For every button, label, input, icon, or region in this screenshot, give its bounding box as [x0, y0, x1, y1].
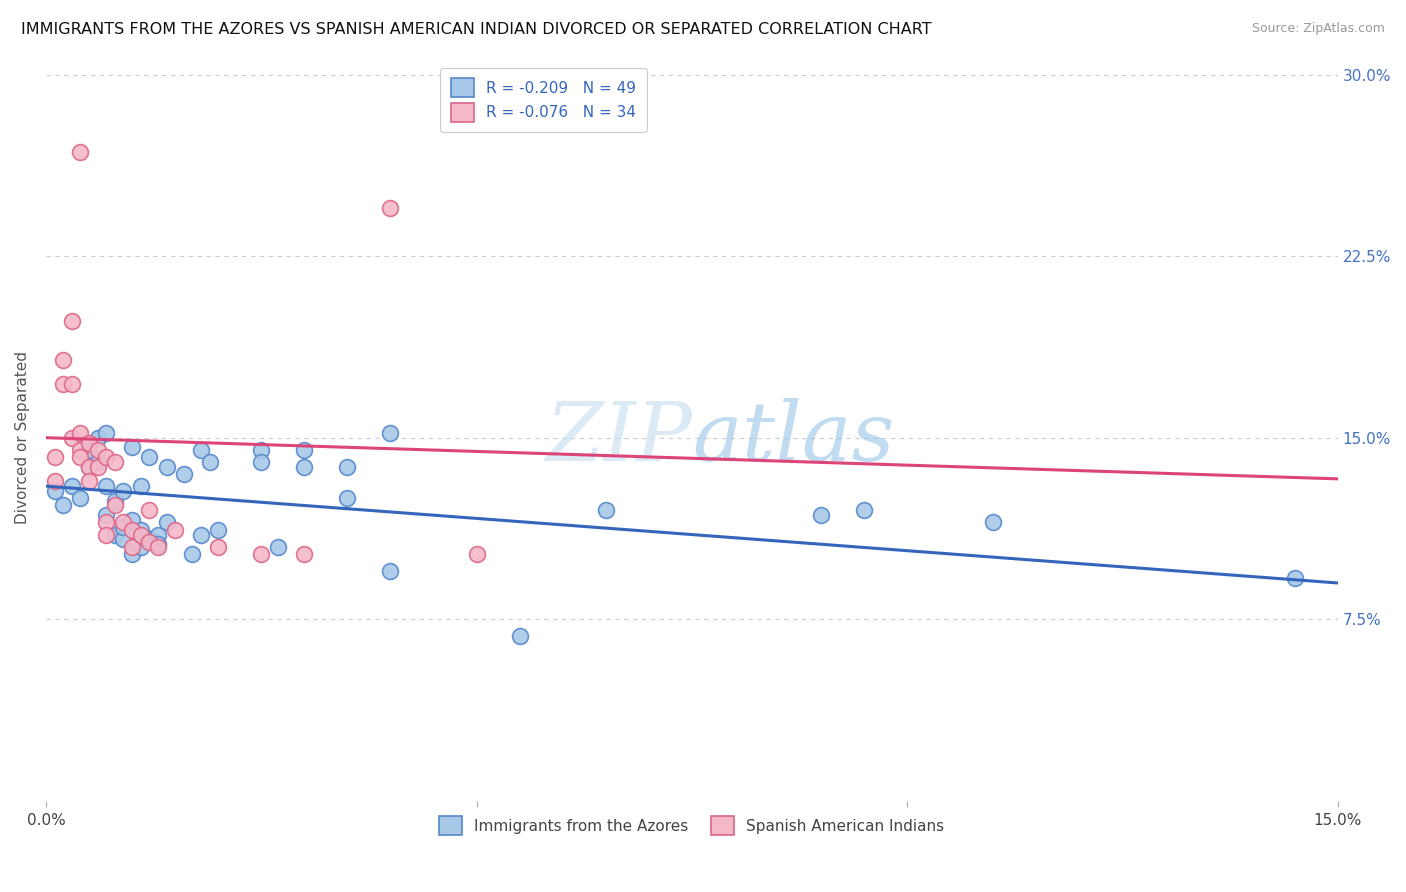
- Point: [250, 455, 273, 469]
- Point: [138, 533, 160, 547]
- Point: [77, 435, 100, 450]
- Point: [810, 508, 832, 523]
- Point: [146, 537, 169, 551]
- Point: [69, 450, 91, 464]
- Point: [69, 491, 91, 506]
- Point: [69, 145, 91, 159]
- Point: [60, 431, 83, 445]
- Point: [121, 540, 143, 554]
- Point: [380, 201, 402, 215]
- Point: [96, 425, 118, 440]
- Point: [112, 533, 135, 547]
- Point: [69, 442, 91, 457]
- Point: [96, 527, 118, 541]
- Y-axis label: Divorced or Separated: Divorced or Separated: [15, 351, 30, 524]
- Point: [853, 503, 876, 517]
- Point: [207, 540, 229, 554]
- Point: [121, 523, 143, 537]
- Point: [155, 459, 177, 474]
- Point: [44, 475, 66, 489]
- Point: [86, 455, 108, 469]
- Point: [60, 479, 83, 493]
- Text: ZIP: ZIP: [546, 398, 692, 478]
- Point: [86, 459, 108, 474]
- Point: [77, 442, 100, 457]
- Point: [595, 503, 617, 517]
- Point: [146, 527, 169, 541]
- Point: [190, 442, 212, 457]
- Point: [465, 547, 488, 561]
- Point: [52, 499, 75, 513]
- Point: [44, 450, 66, 464]
- Point: [336, 459, 359, 474]
- Point: [981, 516, 1004, 530]
- Point: [509, 629, 531, 643]
- Legend: Immigrants from the Azores, Spanish American Indians: Immigrants from the Azores, Spanish Amer…: [430, 807, 953, 844]
- Point: [380, 425, 402, 440]
- Point: [104, 527, 127, 541]
- Point: [181, 547, 204, 561]
- Point: [267, 540, 290, 554]
- Point: [138, 534, 160, 549]
- Point: [77, 475, 100, 489]
- Point: [77, 459, 100, 474]
- Point: [129, 523, 152, 537]
- Point: [104, 455, 127, 469]
- Point: [250, 547, 273, 561]
- Point: [96, 479, 118, 493]
- Point: [86, 431, 108, 445]
- Point: [1284, 571, 1306, 585]
- Point: [173, 467, 195, 481]
- Point: [121, 547, 143, 561]
- Point: [69, 425, 91, 440]
- Point: [96, 450, 118, 464]
- Point: [104, 499, 127, 513]
- Point: [104, 493, 127, 508]
- Point: [198, 455, 221, 469]
- Point: [292, 459, 315, 474]
- Point: [52, 353, 75, 368]
- Point: [292, 442, 315, 457]
- Point: [60, 377, 83, 392]
- Point: [190, 527, 212, 541]
- Text: atlas: atlas: [692, 398, 894, 478]
- Point: [129, 527, 152, 541]
- Point: [121, 441, 143, 455]
- Text: Source: ZipAtlas.com: Source: ZipAtlas.com: [1251, 22, 1385, 36]
- Point: [250, 442, 273, 457]
- Text: IMMIGRANTS FROM THE AZORES VS SPANISH AMERICAN INDIAN DIVORCED OR SEPARATED CORR: IMMIGRANTS FROM THE AZORES VS SPANISH AM…: [21, 22, 932, 37]
- Point: [112, 520, 135, 534]
- Point: [121, 513, 143, 527]
- Point: [86, 442, 108, 457]
- Point: [112, 483, 135, 498]
- Point: [207, 523, 229, 537]
- Point: [129, 479, 152, 493]
- Point: [146, 540, 169, 554]
- Point: [96, 516, 118, 530]
- Point: [52, 377, 75, 392]
- Point: [155, 516, 177, 530]
- Point: [292, 547, 315, 561]
- Point: [112, 516, 135, 530]
- Point: [165, 523, 187, 537]
- Point: [138, 503, 160, 517]
- Point: [336, 491, 359, 506]
- Point: [60, 314, 83, 328]
- Point: [96, 508, 118, 523]
- Point: [138, 450, 160, 464]
- Point: [44, 483, 66, 498]
- Point: [77, 459, 100, 474]
- Point: [129, 540, 152, 554]
- Point: [380, 564, 402, 578]
